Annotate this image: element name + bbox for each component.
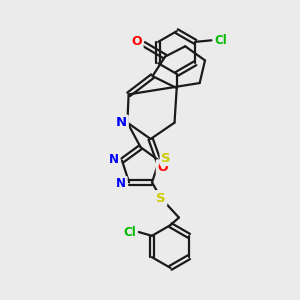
Text: Cl: Cl [124, 226, 136, 238]
Text: O: O [131, 35, 142, 48]
Text: O: O [157, 161, 168, 174]
Text: N: N [116, 178, 126, 190]
Text: S: S [156, 192, 166, 205]
Text: N: N [109, 153, 119, 166]
Text: Cl: Cl [214, 34, 227, 47]
Text: S: S [161, 152, 171, 165]
Text: N: N [116, 116, 127, 129]
